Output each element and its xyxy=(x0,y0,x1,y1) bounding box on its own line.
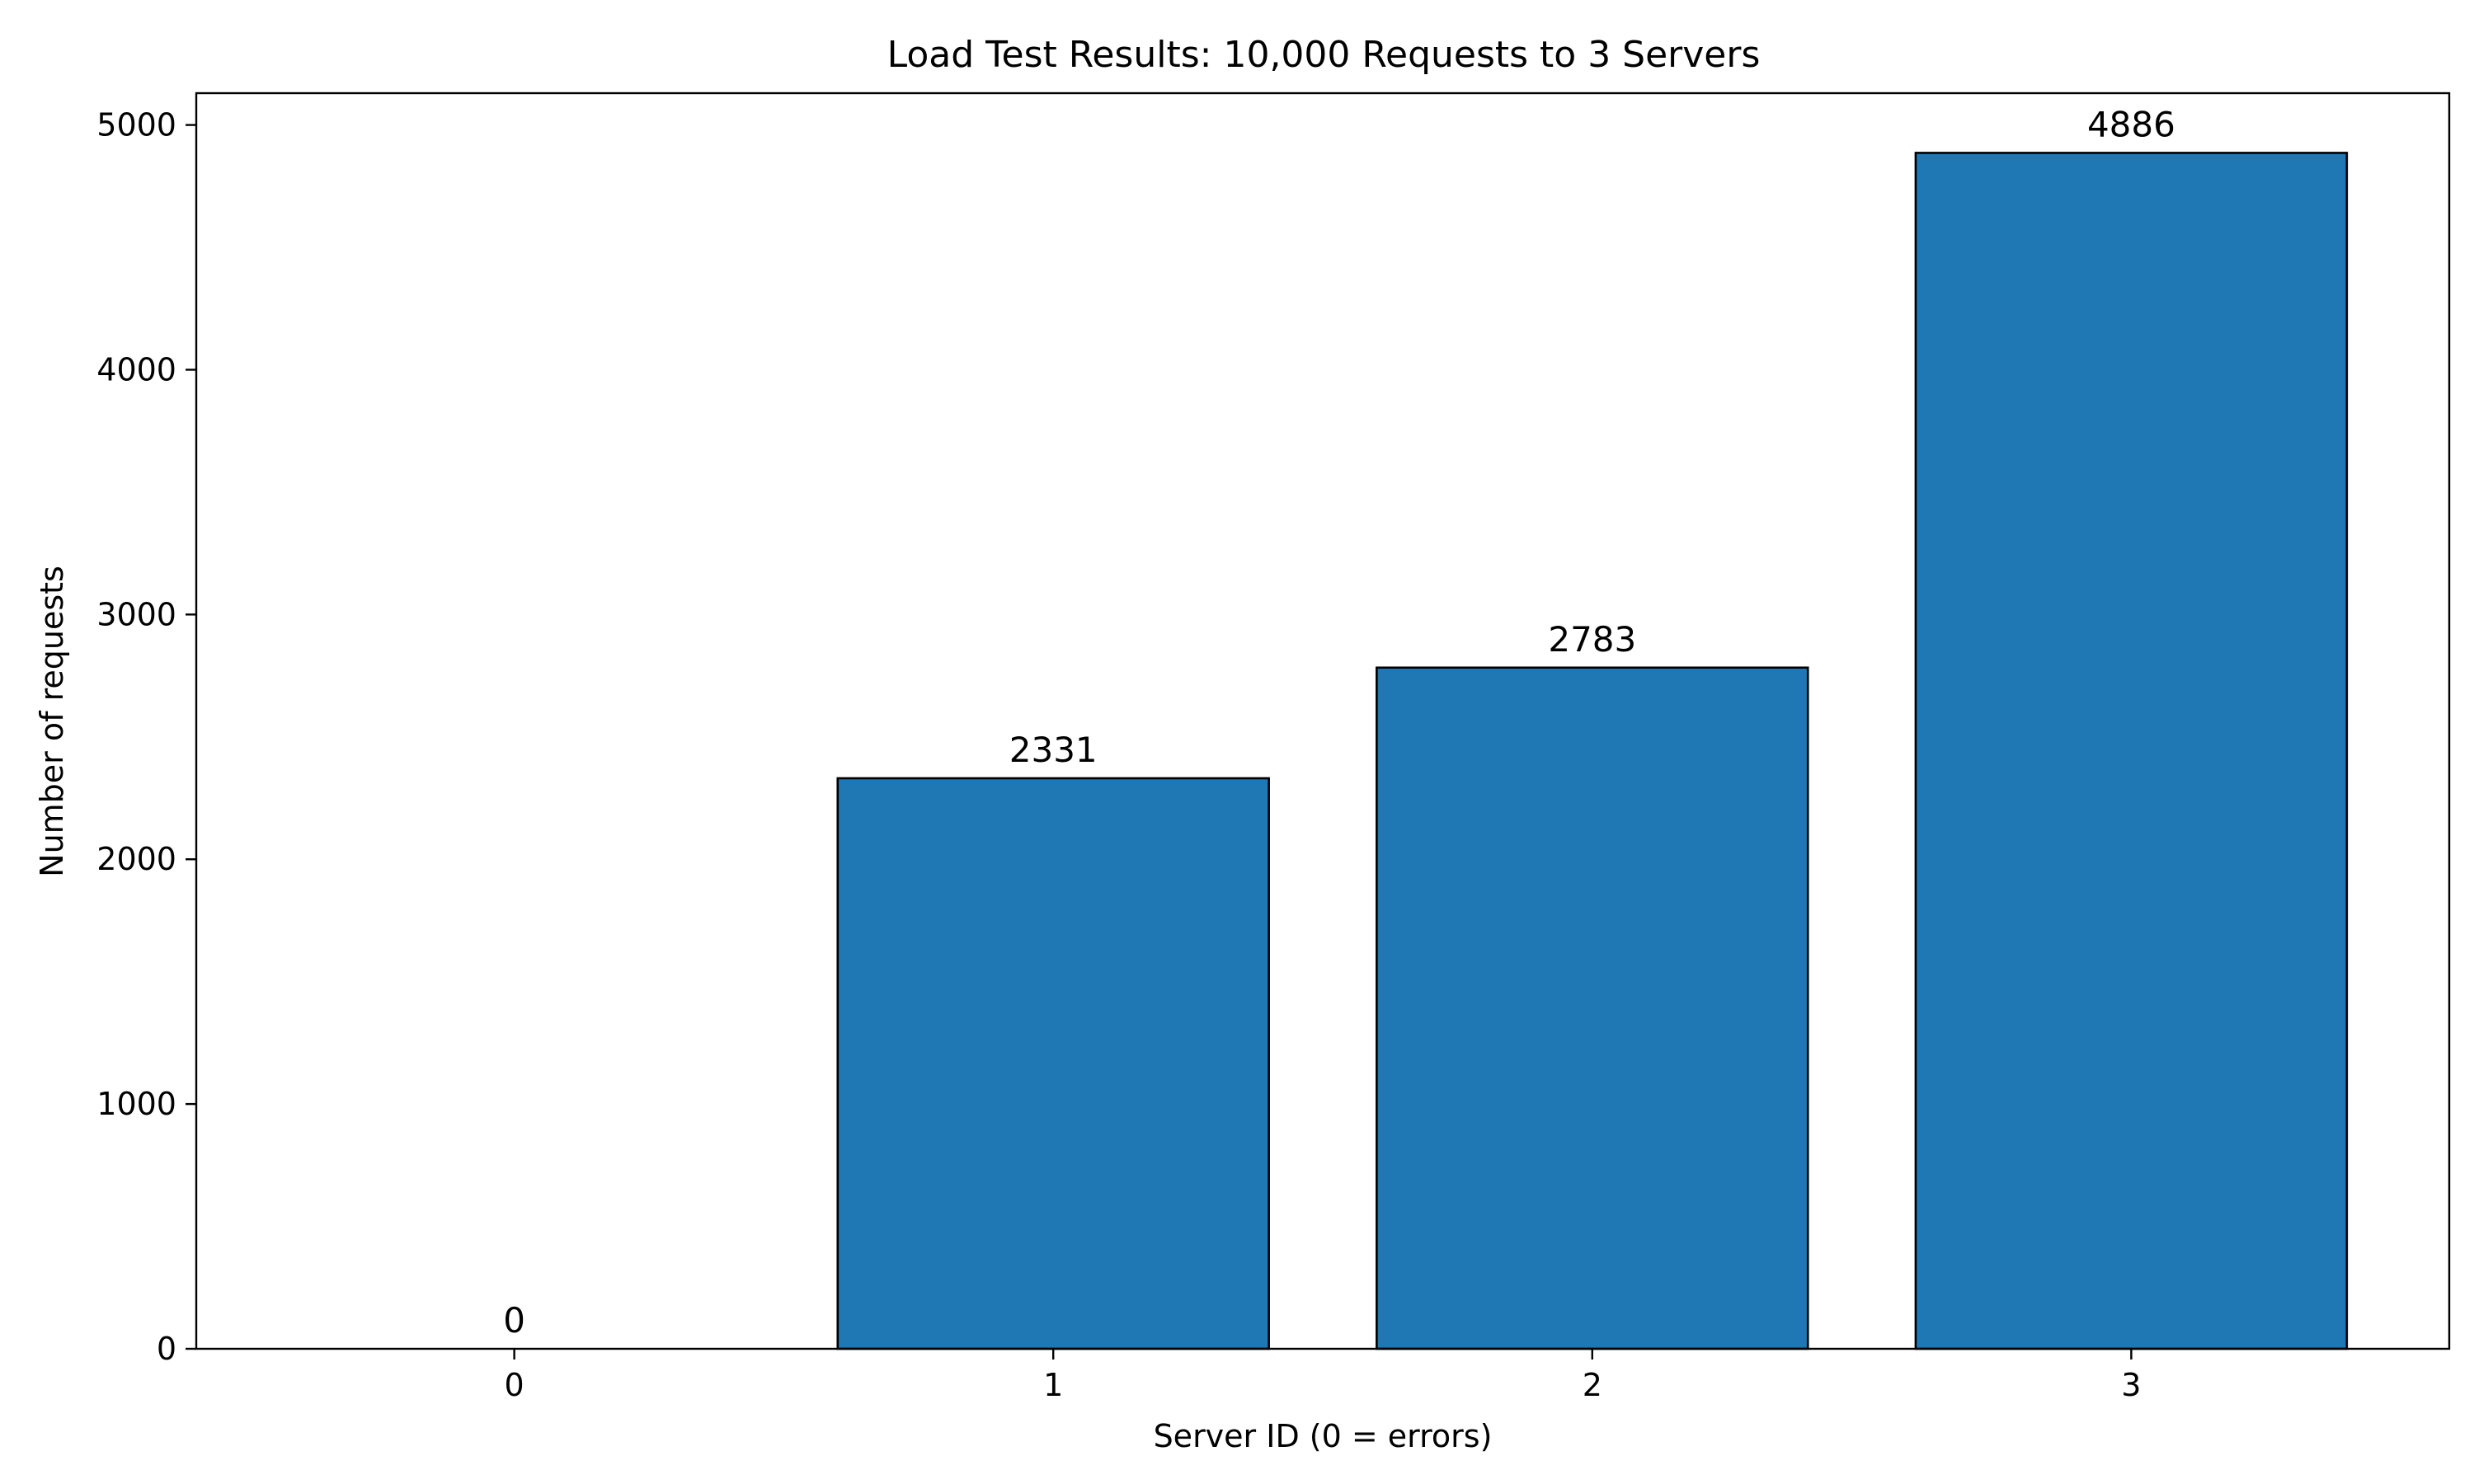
data-label-server-2: 2783 xyxy=(1548,619,1636,660)
y-tick-label: 4000 xyxy=(96,351,176,387)
x-axis: 0 1 2 3 xyxy=(505,1349,2141,1403)
y-tick-label: 0 xyxy=(157,1331,176,1367)
chart-title: Load Test Results: 10,000 Requests to 3 … xyxy=(887,34,1761,76)
bar-server-1 xyxy=(836,777,1270,1350)
bars-group xyxy=(836,152,2349,1350)
y-tick-label: 5000 xyxy=(96,107,176,143)
x-tick-label: 2 xyxy=(1583,1367,1602,1403)
x-tick-label: 1 xyxy=(1043,1367,1063,1403)
plot-area: 0 2331 2783 4886 0 1000 2000 3000 4000 5000 0 1 2 3 xyxy=(96,92,2451,1403)
y-tick-label: 2000 xyxy=(96,841,176,877)
x-axis-label: Server ID (0 = errors) xyxy=(1154,1418,1493,1454)
bar-server-3 xyxy=(1914,152,2349,1350)
bar-server-2 xyxy=(1376,666,1809,1350)
data-label-server-1: 2331 xyxy=(1009,730,1098,770)
y-axis-label: Number of requests xyxy=(34,566,70,877)
y-tick-label: 3000 xyxy=(96,596,176,632)
x-tick-label: 3 xyxy=(2121,1367,2141,1403)
y-axis: 0 1000 2000 3000 4000 5000 xyxy=(96,107,196,1367)
data-label-server-3: 4886 xyxy=(2087,104,2175,144)
plot-frame xyxy=(195,92,2451,1350)
y-tick-label: 1000 xyxy=(96,1086,176,1122)
x-tick-label: 0 xyxy=(505,1367,524,1403)
data-labels-group: 0 2331 2783 4886 xyxy=(503,104,2175,1341)
data-label-server-0: 0 xyxy=(503,1300,525,1341)
